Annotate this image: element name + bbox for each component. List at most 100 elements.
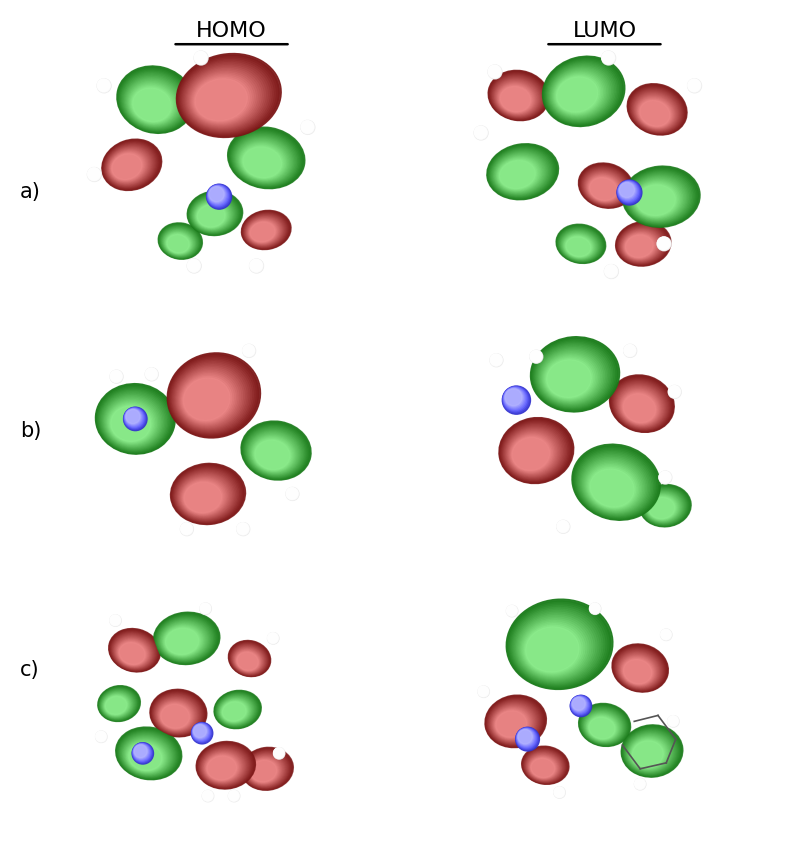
Circle shape [229, 792, 237, 799]
Ellipse shape [543, 355, 598, 401]
Ellipse shape [206, 756, 238, 780]
Circle shape [624, 345, 637, 358]
Circle shape [635, 779, 644, 788]
Circle shape [203, 791, 212, 800]
Circle shape [636, 780, 642, 786]
Ellipse shape [183, 63, 269, 132]
Ellipse shape [103, 394, 163, 448]
Ellipse shape [528, 755, 559, 780]
Ellipse shape [181, 477, 228, 516]
Ellipse shape [199, 745, 251, 787]
Ellipse shape [217, 694, 257, 727]
Ellipse shape [102, 692, 133, 717]
Circle shape [474, 127, 488, 141]
Ellipse shape [622, 726, 681, 777]
Ellipse shape [112, 634, 155, 670]
Ellipse shape [162, 623, 206, 659]
Circle shape [111, 371, 122, 382]
Ellipse shape [126, 80, 181, 127]
Ellipse shape [173, 467, 241, 523]
Ellipse shape [152, 693, 203, 735]
Circle shape [507, 606, 517, 616]
Ellipse shape [636, 96, 675, 130]
Ellipse shape [491, 76, 543, 119]
Ellipse shape [158, 619, 213, 661]
Ellipse shape [117, 640, 148, 666]
Circle shape [571, 697, 588, 713]
Circle shape [617, 181, 642, 206]
Ellipse shape [566, 238, 591, 257]
Circle shape [250, 261, 261, 271]
Ellipse shape [529, 757, 557, 779]
Ellipse shape [588, 467, 637, 509]
Ellipse shape [132, 88, 173, 124]
Ellipse shape [249, 758, 279, 783]
Circle shape [624, 346, 635, 356]
Circle shape [238, 524, 246, 532]
Ellipse shape [517, 614, 595, 681]
Ellipse shape [237, 140, 291, 183]
Ellipse shape [544, 356, 597, 400]
Ellipse shape [185, 66, 265, 130]
Circle shape [570, 695, 592, 717]
Ellipse shape [633, 93, 679, 132]
Ellipse shape [639, 101, 671, 128]
Ellipse shape [242, 211, 291, 250]
Circle shape [274, 748, 283, 757]
Ellipse shape [236, 652, 259, 671]
Ellipse shape [177, 474, 233, 519]
Ellipse shape [511, 606, 605, 686]
Circle shape [287, 488, 298, 500]
Circle shape [603, 54, 612, 62]
Circle shape [243, 345, 254, 357]
Ellipse shape [582, 709, 625, 744]
Ellipse shape [524, 749, 565, 783]
Ellipse shape [163, 231, 195, 256]
Ellipse shape [163, 230, 195, 256]
Circle shape [590, 604, 597, 611]
Ellipse shape [547, 65, 615, 122]
Circle shape [474, 127, 487, 140]
Circle shape [517, 728, 538, 749]
Ellipse shape [162, 227, 198, 257]
Circle shape [590, 604, 598, 612]
Ellipse shape [510, 435, 553, 472]
Circle shape [203, 792, 211, 799]
Circle shape [657, 238, 671, 251]
Circle shape [555, 788, 562, 795]
Circle shape [195, 53, 206, 64]
Ellipse shape [586, 714, 619, 740]
Ellipse shape [544, 60, 622, 125]
Circle shape [669, 386, 681, 399]
Ellipse shape [618, 652, 660, 688]
Circle shape [268, 633, 279, 644]
Ellipse shape [638, 100, 672, 128]
Ellipse shape [98, 389, 171, 452]
Circle shape [604, 265, 619, 279]
Ellipse shape [97, 385, 173, 454]
Ellipse shape [535, 344, 612, 408]
Ellipse shape [104, 143, 157, 188]
Ellipse shape [192, 199, 233, 232]
Ellipse shape [119, 732, 176, 777]
Ellipse shape [241, 422, 311, 481]
Ellipse shape [201, 748, 246, 785]
Ellipse shape [621, 725, 683, 777]
Ellipse shape [497, 83, 536, 115]
Ellipse shape [630, 176, 688, 222]
Ellipse shape [188, 69, 261, 129]
Circle shape [606, 267, 615, 275]
Ellipse shape [197, 204, 226, 228]
Ellipse shape [188, 193, 240, 235]
Ellipse shape [623, 233, 657, 260]
Circle shape [602, 53, 615, 65]
Circle shape [688, 80, 699, 92]
Ellipse shape [499, 418, 574, 484]
Ellipse shape [127, 742, 164, 772]
Ellipse shape [176, 471, 236, 520]
Ellipse shape [582, 708, 626, 745]
Circle shape [250, 260, 264, 273]
Ellipse shape [493, 707, 531, 740]
Ellipse shape [615, 382, 668, 429]
Ellipse shape [245, 216, 286, 247]
